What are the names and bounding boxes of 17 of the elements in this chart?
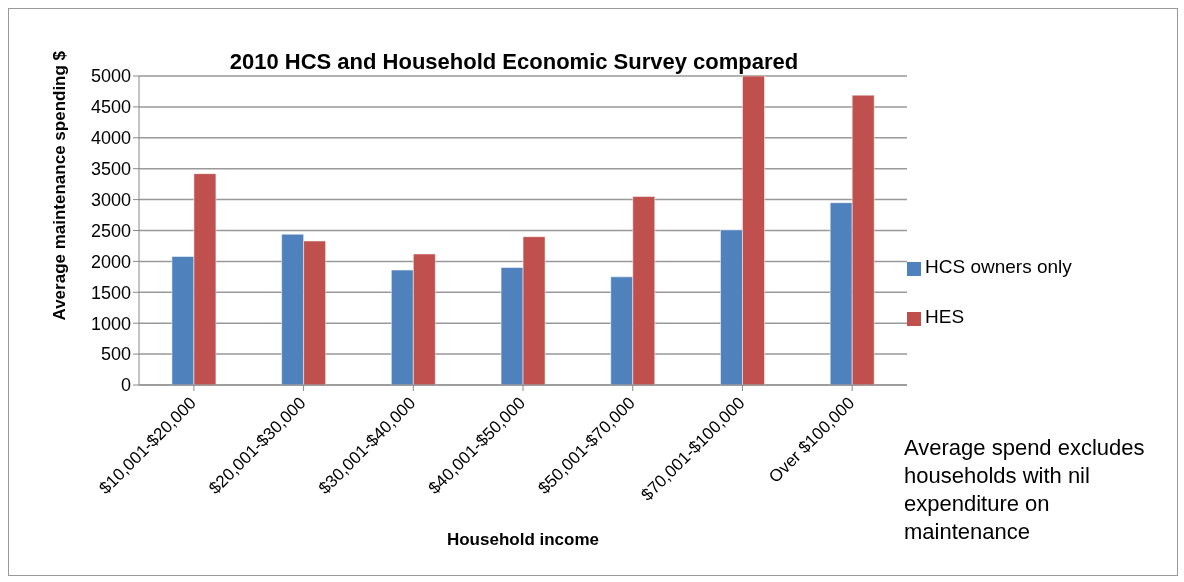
y-tick-label: 4500 — [90, 97, 131, 118]
y-tick-label: 2000 — [90, 251, 131, 272]
legend-label: HES — [925, 306, 965, 327]
y-tick-label: 500 — [100, 344, 131, 365]
y-tick-label: 3500 — [90, 159, 131, 180]
y-axis-title: Average maintenance spending $ — [50, 50, 70, 321]
text: Average spend excludes households with nil expenditure on maintenance — [904, 434, 1146, 546]
chart-title: 2010 HCS and Household Economic Survey compared — [229, 49, 799, 74]
y-tick-label: 1500 — [90, 282, 131, 303]
legend-label: HCS owners only — [925, 256, 1072, 277]
y-tick-label: 2500 — [90, 220, 131, 241]
y-tick-label: 1000 — [90, 313, 131, 334]
y-tick-label: 3000 — [90, 189, 131, 210]
y-tick-label: 4000 — [90, 128, 131, 149]
y-tick-label: 0 — [120, 375, 131, 396]
x-axis-title: Household income — [446, 530, 600, 549]
y-tick-label: 5000 — [90, 66, 131, 87]
